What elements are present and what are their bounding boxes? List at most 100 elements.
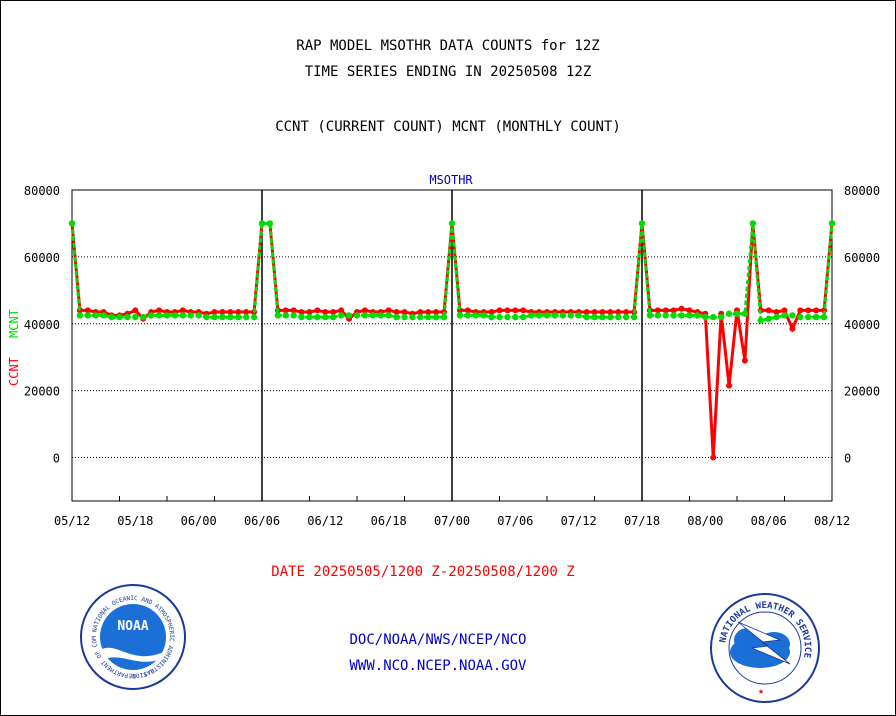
data-point-ccnt (464, 307, 471, 314)
data-point-ccnt (361, 307, 368, 314)
data-point-ccnt (306, 309, 313, 316)
y-axis-label-mcnt: MCNT (7, 309, 21, 338)
data-point-mcnt (820, 313, 828, 321)
data-point-mcnt (448, 220, 456, 227)
x-tick-label: 06/18 (371, 514, 407, 528)
data-point-ccnt (417, 309, 424, 316)
data-point-mcnt (401, 313, 408, 321)
plot-title: MSOTHR (429, 173, 473, 187)
data-point-mcnt (654, 312, 662, 319)
data-point-ccnt (765, 307, 772, 314)
data-point-ccnt (156, 307, 163, 314)
data-point-ccnt (243, 309, 250, 316)
data-point-mcnt (155, 312, 163, 319)
data-point-mcnt (203, 313, 210, 321)
series-mcnt (68, 220, 836, 324)
data-point-ccnt (623, 309, 630, 316)
data-point-mcnt (504, 313, 511, 321)
data-point-mcnt (615, 313, 622, 321)
data-point-ccnt (797, 307, 804, 314)
data-point-mcnt (828, 220, 836, 227)
data-point-ccnt (385, 307, 392, 314)
y-axis-label-ccnt: CCNT (7, 357, 21, 386)
data-point-mcnt (171, 312, 179, 319)
data-point-ccnt (132, 307, 139, 314)
data-point-ccnt (235, 309, 242, 316)
data-point-mcnt (361, 312, 369, 319)
nws-logo: NATIONAL WEATHER SERVICE ★ (710, 593, 820, 703)
data-point-mcnt (369, 312, 377, 319)
x-tick-label: 06/12 (307, 514, 343, 528)
data-point-mcnt (638, 220, 646, 227)
noaa-logo-text: NOAA (117, 619, 148, 634)
data-point-mcnt (345, 312, 353, 319)
series-layer (68, 220, 836, 461)
axis-ticks: 0 0 20000 20000 40000 40000 60000 60000 80000 800… (24, 184, 880, 528)
org-website-label: WWW.NCO.NCEP.NOAA.GOV (349, 658, 527, 674)
y-tick-label-left: 0 (53, 452, 60, 466)
data-point-mcnt (678, 312, 685, 319)
data-point-ccnt (393, 309, 400, 316)
data-point-ccnt (805, 307, 812, 314)
data-point-mcnt (108, 313, 115, 321)
x-tick-label: 08/00 (687, 514, 723, 528)
data-point-ccnt (488, 309, 495, 316)
data-point-mcnt (464, 312, 472, 319)
data-point-mcnt (385, 312, 392, 319)
chart-title-line1: RAP MODEL MSOTHR DATA COUNTS for 12Z (296, 38, 600, 54)
data-point-mcnt (377, 312, 384, 319)
data-point-mcnt (92, 312, 99, 319)
y-tick-label-left: 40000 (24, 318, 60, 332)
data-point-mcnt (622, 313, 630, 321)
data-point-mcnt (535, 312, 543, 319)
data-point-mcnt (242, 313, 250, 321)
data-point-ccnt (662, 307, 669, 314)
data-point-mcnt (480, 312, 487, 319)
data-point-ccnt (227, 309, 234, 316)
data-point-mcnt (425, 313, 432, 321)
data-point-mcnt (100, 312, 107, 319)
data-point-mcnt (686, 312, 693, 319)
data-point-ccnt (678, 305, 685, 312)
data-point-ccnt (512, 307, 519, 314)
x-tick-label: 07/00 (434, 514, 470, 528)
data-point-ccnt (591, 309, 598, 316)
data-point-mcnt (219, 313, 226, 321)
x-tick-label: 06/00 (181, 514, 217, 528)
data-point-ccnt (813, 307, 820, 314)
noaa-logo: NOAA NATIONAL OCEANIC AND ATMOSPHERIC AD… (0, 0, 186, 690)
data-point-mcnt (599, 313, 606, 321)
data-point-ccnt (314, 307, 321, 314)
data-point-mcnt (314, 313, 321, 321)
data-point-mcnt (512, 313, 519, 321)
data-point-ccnt (670, 307, 677, 314)
data-point-mcnt (353, 312, 361, 319)
org-path-label: DOC/NOAA/NWS/NCEP/NCO (349, 632, 527, 648)
data-point-mcnt (393, 313, 400, 321)
data-point-ccnt (84, 307, 91, 314)
y-tick-label-right: 80000 (844, 184, 880, 198)
data-point-mcnt (781, 312, 788, 319)
data-point-ccnt (773, 309, 780, 316)
x-tick-label: 07/06 (497, 514, 533, 528)
x-tick-label: 08/06 (751, 514, 787, 528)
data-point-mcnt (662, 312, 669, 319)
x-tick-label: 07/12 (561, 514, 597, 528)
data-point-mcnt (773, 313, 780, 321)
data-point-ccnt (504, 307, 511, 314)
data-point-mcnt (195, 312, 202, 319)
y-tick-label-right: 20000 (844, 385, 880, 399)
data-point-mcnt (456, 312, 464, 319)
data-point-mcnt (630, 313, 638, 321)
data-point-ccnt (290, 307, 297, 314)
data-point-mcnt (417, 313, 424, 321)
y-tick-label-left: 80000 (24, 184, 60, 198)
data-point-mcnt (76, 312, 84, 319)
data-point-mcnt (749, 220, 757, 227)
data-point-mcnt (520, 313, 527, 321)
data-point-ccnt (338, 307, 345, 314)
data-point-ccnt (781, 307, 788, 314)
chart-title-line2: TIME SERIES ENDING IN 20250508 12Z (304, 64, 592, 80)
data-point-mcnt (527, 312, 535, 319)
